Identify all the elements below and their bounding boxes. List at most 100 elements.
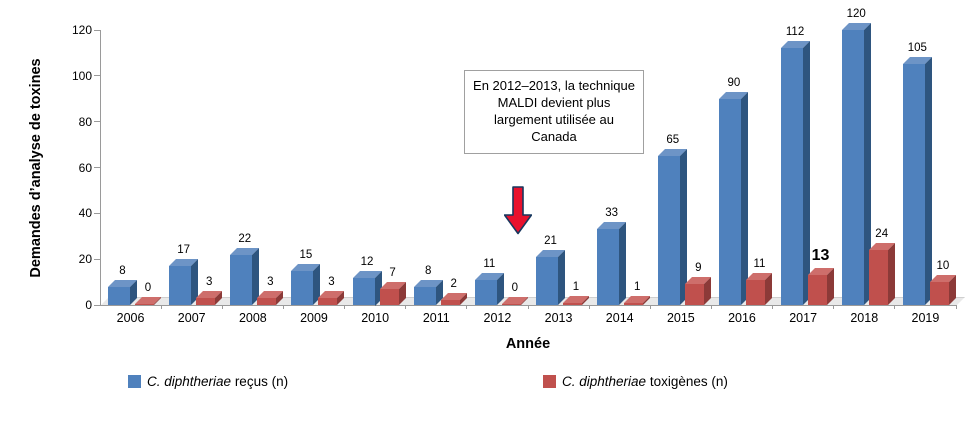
x-category-label: 2016 bbox=[728, 311, 756, 325]
legend-label: C. diphtheriae toxigènes (n) bbox=[562, 374, 728, 389]
plot-area: 8 0 17 3 22 3 15 3 12 7 8 2 11 0 21 1 33 1 65 9 90 11 112 13 120… bbox=[100, 8, 965, 306]
bar-value-label: 0 bbox=[144, 282, 152, 294]
x-category-label: 2006 bbox=[116, 311, 145, 325]
bar bbox=[440, 300, 460, 305]
x-tick-mark bbox=[527, 305, 529, 309]
bar bbox=[318, 298, 338, 305]
x-category-label: 2012 bbox=[483, 311, 512, 325]
x-category-label: 2013 bbox=[544, 311, 573, 325]
y-tick-mark bbox=[94, 258, 100, 260]
bar-value-label: 24 bbox=[875, 228, 889, 240]
bar bbox=[108, 286, 130, 305]
bar-value-label: 22 bbox=[238, 232, 252, 245]
y-tick-label: 100 bbox=[71, 68, 92, 83]
bar-group: 15 3 bbox=[284, 30, 345, 305]
y-tick-label: 80 bbox=[78, 114, 92, 129]
bar bbox=[719, 98, 742, 305]
bar-group: 11 0 bbox=[468, 30, 529, 305]
bar-value-label: 13 bbox=[811, 247, 830, 265]
bar-value-label: 17 bbox=[177, 244, 191, 257]
x-tick-mark bbox=[282, 305, 284, 309]
x-category-label: 2017 bbox=[789, 311, 818, 325]
bar-group: 120 24 bbox=[835, 8, 896, 305]
y-tick-mark bbox=[94, 29, 100, 31]
bar bbox=[624, 302, 644, 305]
x-tick-mark bbox=[344, 305, 346, 309]
bar-value-label: 2 bbox=[450, 278, 457, 291]
bar bbox=[780, 48, 803, 305]
bar bbox=[536, 256, 558, 305]
y-tick-label: 60 bbox=[78, 160, 92, 175]
bar bbox=[841, 30, 864, 305]
y-tick-mark bbox=[94, 121, 100, 123]
legend-swatch bbox=[543, 375, 556, 388]
bar bbox=[746, 279, 766, 305]
bar-value-label: 15 bbox=[299, 248, 313, 261]
x-category-label: 2018 bbox=[850, 311, 879, 325]
bar-value-label: 120 bbox=[846, 8, 866, 20]
x-category-label: 2010 bbox=[361, 311, 390, 325]
annotation-box: En 2012–2013, la technique MALDI devient… bbox=[464, 70, 644, 154]
x-category-label: 2015 bbox=[666, 311, 695, 325]
y-tick-mark bbox=[94, 212, 100, 214]
bar-value-label: 3 bbox=[205, 276, 213, 289]
x-tick-mark bbox=[955, 305, 957, 309]
x-tick-mark bbox=[710, 305, 712, 309]
bar-value-label: 21 bbox=[544, 234, 557, 247]
bar-group: 112 13 bbox=[774, 26, 835, 305]
y-tick-label: 120 bbox=[71, 23, 92, 37]
bar bbox=[563, 302, 582, 305]
x-category-label: 2007 bbox=[177, 311, 206, 325]
bar-value-label: 33 bbox=[605, 207, 619, 220]
bar bbox=[658, 156, 681, 305]
bar-value-label: 65 bbox=[666, 134, 680, 147]
y-tick-mark bbox=[94, 75, 100, 77]
bar bbox=[929, 282, 949, 305]
x-tick-mark bbox=[588, 305, 590, 309]
bar bbox=[501, 304, 521, 305]
y-tick-label: 20 bbox=[78, 252, 92, 267]
x-category-label: 2009 bbox=[300, 311, 328, 325]
red-down-arrow-icon bbox=[504, 186, 532, 235]
legend-label: C. diphtheriae reçus (n) bbox=[147, 374, 289, 389]
bar-side-face bbox=[887, 243, 895, 305]
bar-value-label: 7 bbox=[389, 266, 396, 279]
x-category-label: 2008 bbox=[238, 311, 267, 325]
x-category-label: 2011 bbox=[422, 311, 450, 325]
bar-group: 65 9 bbox=[651, 30, 712, 305]
bar bbox=[474, 279, 497, 305]
y-tick-label: 40 bbox=[78, 206, 92, 221]
x-tick-mark bbox=[649, 305, 651, 309]
x-category-label: 2014 bbox=[605, 311, 634, 325]
bar-side-face bbox=[558, 249, 565, 305]
y-tick-label: 0 bbox=[85, 298, 92, 312]
bar-side-face bbox=[948, 275, 956, 305]
bar-group: 33 1 bbox=[590, 30, 651, 305]
bar-side-face bbox=[826, 268, 834, 305]
bar bbox=[413, 286, 436, 305]
bar-value-label: 105 bbox=[907, 42, 927, 55]
x-tick-mark bbox=[466, 305, 468, 309]
bar bbox=[257, 298, 277, 305]
bar-value-label: 8 bbox=[119, 264, 126, 277]
bar bbox=[230, 254, 253, 305]
bar-group: 12 7 bbox=[346, 30, 407, 305]
bar-group: 105 10 bbox=[896, 30, 957, 305]
legend-item: C. diphtheriae reçus (n) bbox=[128, 374, 288, 389]
legend-item: C. diphtheriae toxigènes (n) bbox=[543, 374, 728, 389]
x-tick-mark bbox=[160, 305, 162, 309]
bar-value-label: 90 bbox=[727, 76, 741, 89]
bar-value-label: 112 bbox=[785, 26, 805, 39]
bar-group: 90 11 bbox=[712, 30, 773, 305]
bar bbox=[196, 298, 216, 305]
bar bbox=[291, 270, 314, 305]
bar-value-label: 11 bbox=[483, 257, 496, 270]
bar-group: 22 3 bbox=[223, 30, 284, 305]
bar-group: 21 1 bbox=[529, 30, 590, 305]
bar bbox=[135, 304, 154, 305]
legend-swatch bbox=[128, 375, 141, 388]
bar-side-face bbox=[765, 272, 773, 305]
bar bbox=[169, 266, 192, 305]
